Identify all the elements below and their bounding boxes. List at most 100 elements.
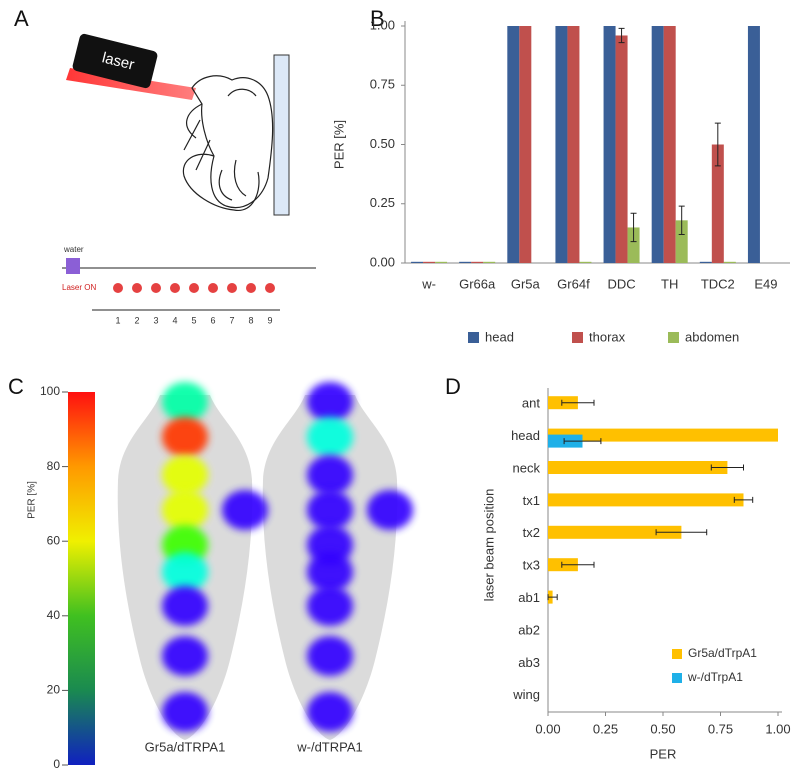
error-bar (630, 212, 637, 243)
x-tick-label: TDC2 (701, 276, 735, 291)
legend-label: abdomen (685, 329, 739, 344)
error-bar (561, 561, 595, 568)
glass-slide (273, 54, 290, 216)
error-bar (714, 122, 721, 167)
laser-pulse (265, 283, 275, 293)
water-label: water (63, 245, 84, 254)
legend-label: Gr5a/dTrpA1 (688, 646, 757, 660)
water-marker (66, 258, 80, 274)
x-tick-label: 0.00 (535, 721, 560, 736)
x-tick-label: TH (661, 276, 678, 291)
per-spot (162, 692, 208, 732)
per-spot (162, 490, 208, 530)
per-spot (162, 552, 208, 592)
per-spot (162, 455, 208, 495)
laser-pulse (151, 283, 161, 293)
colorbar-label: PER [%] (27, 481, 38, 519)
bar (459, 261, 472, 263)
pulse-number: 9 (267, 315, 272, 325)
error-bar (563, 438, 602, 445)
y-tick-label: 1.00 (370, 17, 395, 32)
pulse-number: 1 (115, 315, 120, 325)
colorbar-tick-label: 20 (47, 683, 61, 697)
y-tick-label: 0.50 (370, 136, 395, 151)
error-bar (710, 464, 744, 471)
per-spot (162, 586, 208, 626)
pulse-number: 6 (210, 315, 215, 325)
per-spot (222, 490, 268, 530)
x-tick-label: Gr66a (459, 276, 496, 291)
bar (483, 261, 496, 263)
bar (579, 261, 592, 263)
colorbar-tick-label: 0 (53, 757, 60, 768)
x-tick-label: 0.75 (708, 721, 733, 736)
x-tick-label: Gr5a (511, 276, 541, 291)
y-tick-label: ant (522, 396, 540, 411)
pulse-number: 8 (248, 315, 253, 325)
fly-images (117, 395, 398, 740)
y-tick-label: tx1 (523, 493, 540, 508)
bar (555, 26, 568, 263)
per-spot (307, 417, 353, 457)
laser-pulse (170, 283, 180, 293)
laser-device (72, 33, 158, 89)
error-bar (618, 27, 625, 44)
per-spot (307, 490, 353, 530)
y-axis-label: laser beam position (481, 489, 496, 602)
legend-label: w-/dTrpA1 (687, 670, 743, 684)
y-tick-label: ab3 (518, 655, 540, 670)
bar (519, 26, 532, 263)
per-spot (307, 552, 353, 592)
laser-pulse (113, 283, 123, 293)
laser-pulse (189, 283, 199, 293)
bar (747, 26, 760, 263)
x-tick-label: Gr64f (557, 276, 590, 291)
legend-label: head (485, 329, 514, 344)
bar (548, 493, 744, 507)
bar (471, 261, 484, 263)
error-bar (678, 205, 685, 236)
legend-swatch (672, 673, 682, 683)
bar (615, 35, 628, 264)
x-tick-label: 0.50 (650, 721, 675, 736)
per-spot (307, 586, 353, 626)
colorbar (68, 392, 95, 765)
per-spot (162, 417, 208, 457)
bar (507, 26, 520, 263)
bar (663, 26, 676, 263)
y-tick-label: 0.25 (370, 195, 395, 210)
legend-swatch (572, 332, 583, 343)
x-tick-label: 0.25 (593, 721, 618, 736)
y-tick-label: head (511, 428, 540, 443)
per-spot (367, 490, 413, 530)
laser-pulse (246, 283, 256, 293)
pulse-number: 2 (134, 315, 139, 325)
panel-label: B (370, 6, 385, 31)
y-tick-label: neck (513, 460, 541, 475)
legend-swatch (468, 332, 479, 343)
error-bar (733, 496, 754, 503)
x-axis-label: PER (650, 746, 677, 761)
bar (435, 261, 448, 263)
legend-swatch (672, 649, 682, 659)
colorbar-tick-label: 40 (47, 608, 61, 622)
error-bar (547, 594, 558, 601)
pulse-number: 5 (191, 315, 196, 325)
panel-label: D (445, 374, 461, 399)
colorbar-tick-label: 60 (47, 533, 61, 547)
fly-outline (182, 75, 274, 211)
y-tick-label: wing (512, 687, 540, 702)
y-axis-label: PER [%] (331, 120, 346, 169)
bar (699, 261, 712, 263)
y-tick-label: 0.75 (370, 77, 395, 92)
bar (603, 26, 616, 263)
y-tick-label: ab2 (518, 622, 540, 637)
x-tick-label: DDC (607, 276, 635, 291)
pulse-number: 4 (172, 315, 177, 325)
panel-label: A (14, 6, 29, 31)
x-tick-label: w- (421, 276, 436, 291)
legend-swatch (668, 332, 679, 343)
bar (548, 525, 682, 539)
y-tick-label: tx3 (523, 558, 540, 573)
per-spot (307, 636, 353, 676)
